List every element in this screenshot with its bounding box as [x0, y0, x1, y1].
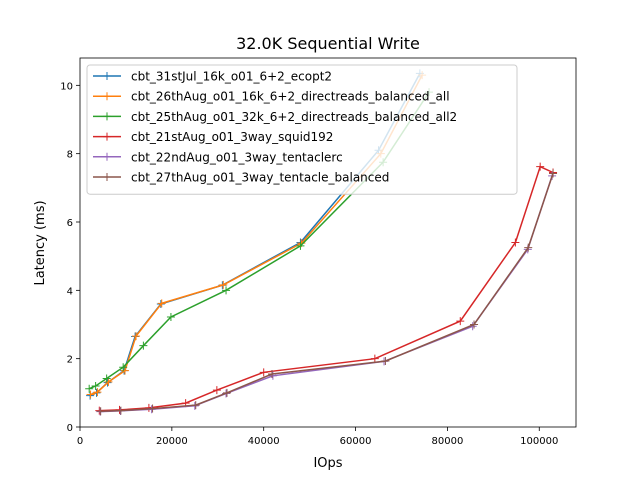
data-point [536, 162, 545, 171]
y-tick-label: 0 [67, 423, 73, 434]
legend: cbt_31stJul_16k_o01_6+2_ecopt2 cbt_26thAu… [86, 64, 518, 195]
x-tick-label: 20000 [156, 436, 188, 447]
x-tick-label: 0 [77, 436, 83, 447]
data-point [119, 363, 128, 372]
data-point [166, 312, 175, 321]
legend-label: cbt_25thAug_o01_32k_6+2_directreads_bala… [131, 110, 457, 124]
legend-label: cbt_26thAug_o01_16k_6+2_directreads_bala… [131, 90, 450, 104]
legend-marker [103, 72, 111, 80]
data-point [148, 404, 157, 413]
data-point [132, 332, 141, 341]
series-line [90, 74, 423, 396]
data-point [222, 286, 231, 295]
data-point [259, 368, 268, 377]
y-tick-label: 2 [67, 355, 73, 366]
data-point [267, 370, 276, 379]
data-point [104, 377, 113, 386]
legend-marker [103, 132, 111, 141]
axes-frame [79, 57, 577, 428]
chart-title: 32.0K Sequential Write [236, 34, 420, 53]
data-point [296, 241, 305, 250]
data-point [96, 407, 105, 416]
legend-marker [103, 173, 111, 181]
legend-marker [103, 112, 111, 121]
data-point [511, 238, 520, 247]
data-point [86, 390, 95, 399]
legend-label: cbt_27thAug_o01_3way_tentacle_balanced [131, 171, 389, 185]
data-point [268, 371, 277, 380]
data-point [91, 382, 100, 390]
y-axis-label: Latency (ms) [33, 200, 48, 285]
data-point [191, 401, 200, 410]
data-point [93, 388, 102, 397]
legend-label: cbt_21stAug_o01_3way_squid192 [131, 130, 333, 144]
data-point [549, 169, 558, 178]
y-tick-label: 6 [67, 218, 73, 229]
legend-marker [103, 92, 111, 101]
data-point [470, 320, 479, 329]
data-point [370, 354, 379, 363]
series-6 [96, 169, 558, 416]
x-tick-label: 100000 [520, 436, 558, 447]
data-point [139, 341, 148, 350]
data-point [524, 243, 533, 252]
data-point [121, 366, 130, 375]
data-point [222, 388, 231, 397]
data-point [116, 406, 125, 415]
data-point [102, 374, 111, 383]
data-point [456, 317, 465, 326]
data-point [157, 299, 166, 308]
x-tick-label: 80000 [432, 436, 464, 447]
x-tick-label: 40000 [248, 436, 280, 447]
x-tick-label: 60000 [340, 436, 372, 447]
data-point [85, 384, 94, 393]
legend-marker [103, 152, 111, 161]
y-tick-label: 10 [60, 81, 73, 92]
data-point [219, 280, 228, 289]
series-line [100, 173, 554, 413]
legend-box [86, 64, 518, 195]
data-point [212, 386, 221, 395]
legend-label: cbt_31stJul_16k_o01_6+2_ecopt2 [131, 70, 332, 84]
x-axis-label: IOps [313, 456, 342, 471]
data-point [381, 357, 390, 366]
series-line [88, 91, 430, 390]
y-tick-label: 4 [67, 286, 73, 297]
legend-label: cbt_22ndAug_o01_3way_tentaclerc [131, 150, 343, 164]
y-tick-label: 8 [67, 150, 73, 161]
